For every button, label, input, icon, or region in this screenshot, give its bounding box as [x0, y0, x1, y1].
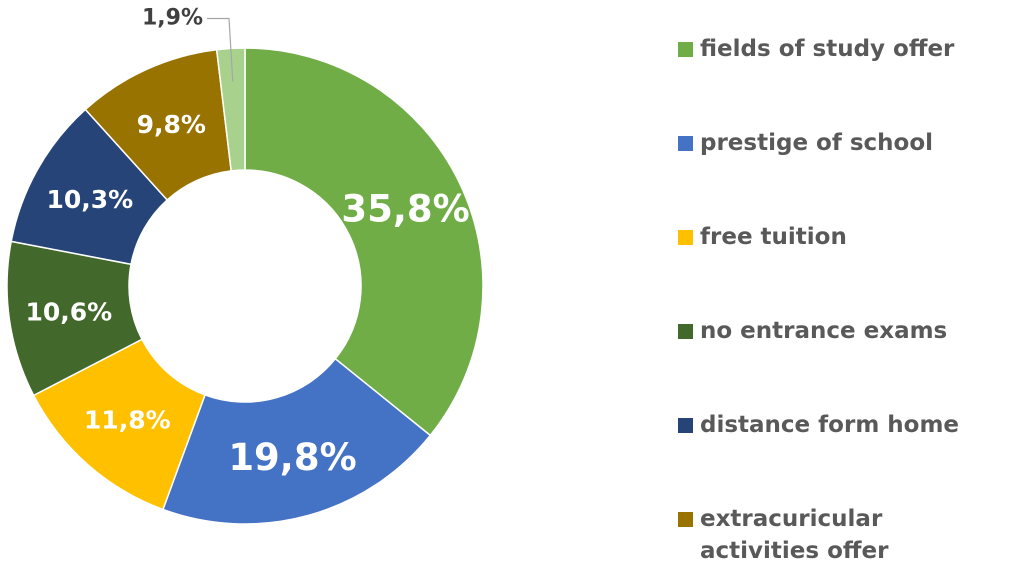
donut-slice: [244, 47, 484, 437]
data-label: 19,8%: [228, 436, 356, 479]
data-label: 1,9%: [142, 5, 203, 30]
legend-swatch: [678, 230, 693, 245]
data-label: 11,8%: [84, 406, 171, 435]
legend-label: free tuition: [700, 224, 847, 250]
legend-label: fields of study offer: [700, 36, 955, 62]
legend-swatch: [678, 324, 693, 339]
legend-swatch: [678, 418, 693, 433]
data-label: 10,3%: [46, 185, 133, 214]
legend-item: free tuition: [678, 221, 1008, 253]
legend-label: no entrance exams: [700, 318, 948, 344]
legend-swatch: [678, 512, 693, 527]
legend-swatch: [678, 42, 693, 57]
legend-label: prestige of school: [700, 130, 934, 156]
legend-item: extracuricular activities offer: [678, 503, 1008, 567]
legend-item: fields of study offer: [678, 33, 1008, 65]
legend-label: distance form home: [700, 412, 960, 438]
leader-line: [207, 17, 234, 82]
data-label: 35,8%: [341, 188, 469, 231]
donut-slice: [162, 357, 432, 525]
legend-swatch: [678, 136, 693, 151]
chart: 35,8% 19,8% 11,8% 10,6% 10,3% 9,8% 1,9%: [6, 5, 484, 525]
data-label: 10,6%: [25, 298, 112, 327]
legend-item: distance form home: [678, 409, 1008, 441]
data-label: 9,8%: [137, 110, 206, 139]
donut-slice: [215, 47, 246, 172]
legend-item: prestige of school: [678, 127, 1008, 159]
legend-item: no entrance exams: [678, 315, 1008, 347]
legend-label: extracuricular activities offer: [700, 506, 889, 564]
